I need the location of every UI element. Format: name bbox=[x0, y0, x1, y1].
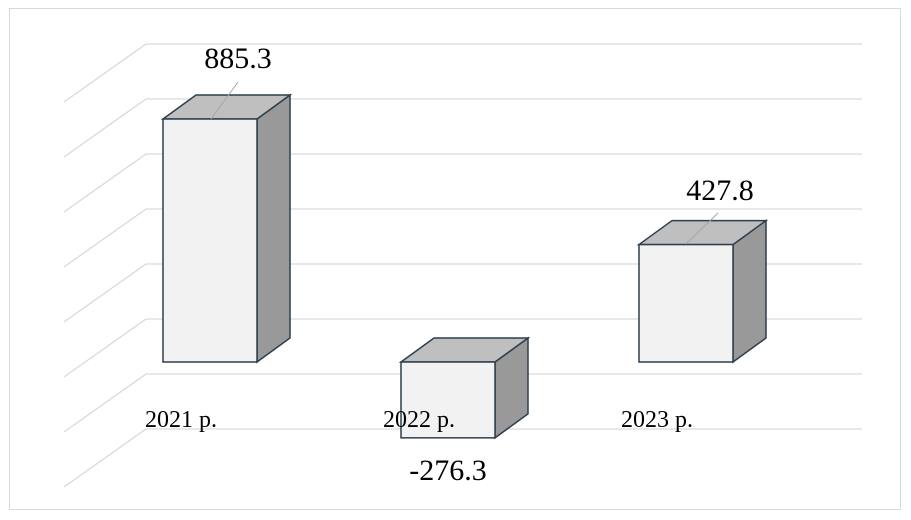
category-label: 2022 р. bbox=[383, 407, 455, 433]
category-label: 2023 р. bbox=[621, 407, 693, 433]
gridline-wall bbox=[63, 98, 147, 158]
bar bbox=[638, 243, 734, 363]
bar-side bbox=[256, 93, 291, 364]
gridline-wall bbox=[63, 263, 147, 323]
gridline-wall bbox=[63, 318, 147, 378]
category-label: 2021 р. bbox=[145, 407, 217, 433]
bar bbox=[400, 361, 496, 439]
data-label: 427.8 bbox=[686, 174, 754, 207]
gridline-wall bbox=[63, 428, 147, 488]
data-label: 885.3 bbox=[204, 42, 272, 75]
leader-line bbox=[210, 81, 239, 120]
leader-line bbox=[685, 212, 719, 245]
gridline-wall bbox=[63, 153, 147, 213]
gridline-wall bbox=[63, 208, 147, 268]
gridline-wall bbox=[63, 373, 147, 433]
bar bbox=[162, 118, 258, 363]
data-label: -276.3 bbox=[409, 454, 487, 487]
gridline-wall bbox=[63, 43, 147, 103]
